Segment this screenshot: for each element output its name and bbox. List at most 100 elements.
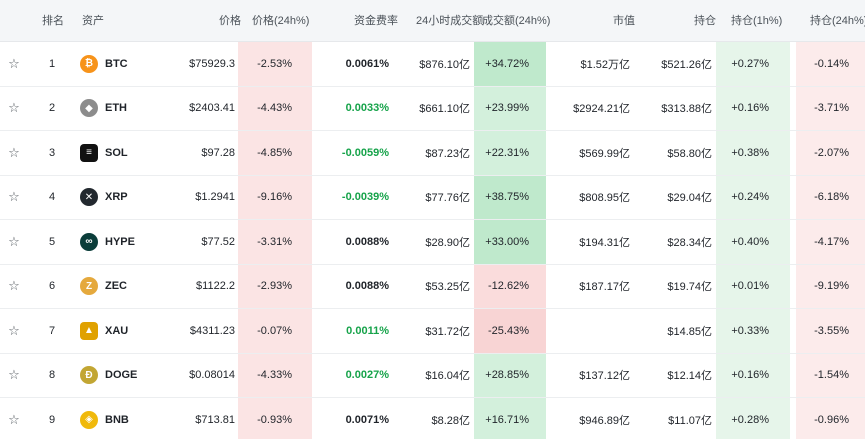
doge-logo-icon: Ð — [80, 366, 98, 385]
header-volume[interactable]: 24小时成交额 — [416, 15, 484, 27]
table-row[interactable]: ☆ 1 ₿ BTC $75929.3 -2.53% 0.0061% $876.10亿 +34.7… — [0, 42, 865, 87]
oi-24h-value: -3.71% — [814, 102, 849, 115]
coin-info[interactable]: ◆ ETH — [80, 99, 127, 118]
asset-cell[interactable]: ◈ BNB — [80, 398, 190, 439]
asset-cell[interactable]: ◆ ETH — [80, 87, 190, 131]
header-market-cap[interactable]: 市值 — [613, 15, 635, 27]
header-funding-rate[interactable]: 资金费率 — [354, 15, 398, 27]
funding-rate-cell: 0.0088% — [312, 220, 392, 264]
price-cell: $0.08014 — [160, 354, 238, 398]
header-oi-1h[interactable]: 持仓(1h%) — [731, 15, 783, 27]
coin-info[interactable]: ∞ HYPE — [80, 232, 135, 251]
coin-info[interactable]: ▲ XAU — [80, 321, 129, 340]
favorite-cell[interactable]: ☆ — [0, 354, 28, 398]
asset-cell[interactable]: ∞ HYPE — [80, 220, 190, 264]
favorite-cell[interactable]: ☆ — [0, 176, 28, 220]
price-value: $2403.41 — [189, 102, 235, 115]
open-interest-cell: $11.07亿 — [632, 398, 714, 439]
funding-rate-value: 0.0071% — [345, 413, 389, 426]
asset-cell[interactable]: Ð DOGE — [80, 354, 190, 398]
volume-change-cell: +33.00% — [474, 220, 546, 264]
price-cell: $4311.23 — [160, 309, 238, 353]
price-change-cell: -2.93% — [238, 264, 312, 308]
price-cell: $75929.3 — [160, 42, 238, 86]
asset-cell[interactable]: Z ZEC — [80, 265, 190, 309]
rank-value: 9 — [48, 413, 56, 426]
favorite-cell[interactable]: ☆ — [0, 42, 28, 86]
coin-info[interactable]: Ð DOGE — [80, 366, 137, 385]
header-asset[interactable]: 资产 — [82, 15, 104, 27]
favorite-cell[interactable]: ☆ — [0, 87, 28, 131]
open-interest-cell: $58.80亿 — [632, 131, 714, 175]
table-row[interactable]: ☆ 7 ▲ XAU $4311.23 -0.07% 0.0011% $31.72亿 -25.43… — [0, 309, 865, 354]
star-icon[interactable]: ☆ — [8, 367, 20, 383]
oi-1h-cell: +0.33% — [716, 309, 790, 353]
star-icon[interactable]: ☆ — [8, 322, 20, 338]
header-rank[interactable]: 排名 — [42, 15, 64, 27]
volume-change-value: +34.72% — [485, 57, 529, 70]
market-cap-value: $569.99亿 — [579, 147, 630, 160]
coin-info[interactable]: ≡ SOL — [80, 143, 128, 162]
volume-cell: $77.76亿 — [392, 176, 472, 220]
star-icon[interactable]: ☆ — [8, 189, 20, 205]
asset-cell[interactable]: ₿ BTC — [80, 42, 190, 86]
star-icon[interactable]: ☆ — [8, 144, 20, 160]
coin-info[interactable]: ✕ XRP — [80, 188, 128, 207]
table-row[interactable]: ☆ 2 ◆ ETH $2403.41 -4.43% 0.0033% $661.10亿 +23.9… — [0, 86, 865, 131]
open-interest-value: $28.34亿 — [667, 236, 712, 249]
volume-value: $87.23亿 — [425, 147, 470, 160]
table-row[interactable]: ☆ 3 ≡ SOL $97.28 -4.85% -0.0059% $87.23亿 +22.31%… — [0, 131, 865, 176]
funding-rate-value: 0.0061% — [345, 57, 389, 70]
price-change-cell: -4.43% — [238, 86, 312, 130]
funding-rate-cell: 0.0061% — [312, 42, 392, 86]
asset-cell[interactable]: ▲ XAU — [80, 309, 190, 353]
price-value: $0.08014 — [189, 369, 235, 382]
coin-info[interactable]: ₿ BTC — [80, 54, 128, 73]
star-icon[interactable]: ☆ — [8, 233, 20, 249]
open-interest-value: $29.04亿 — [667, 192, 712, 205]
asset-cell[interactable]: ≡ SOL — [80, 131, 190, 175]
asset-cell[interactable]: ✕ XRP — [80, 176, 190, 220]
price-change-value: -0.07% — [257, 324, 292, 337]
funding-rate-value: -0.0039% — [341, 191, 389, 204]
volume-cell: $87.23亿 — [392, 131, 472, 175]
coin-info[interactable]: Z ZEC — [80, 277, 127, 296]
price-change-value: -4.33% — [257, 369, 292, 382]
header-oi-24h[interactable]: 持仓(24h%) — [810, 15, 865, 27]
favorite-cell[interactable]: ☆ — [0, 398, 28, 439]
header-open-interest[interactable]: 持仓 — [694, 15, 716, 27]
oi-24h-value: -2.07% — [814, 146, 849, 159]
coin-symbol: XAU — [105, 324, 129, 337]
open-interest-cell: $19.74亿 — [632, 265, 714, 309]
star-icon[interactable]: ☆ — [8, 55, 20, 71]
header-price-change[interactable]: 价格(24h%) — [252, 15, 310, 27]
table-row[interactable]: ☆ 6 Z ZEC $1122.2 -2.93% 0.0088% $53.25亿 -12.62%… — [0, 264, 865, 309]
volume-cell: $16.04亿 — [392, 354, 472, 398]
volume-cell: $876.10亿 — [392, 42, 472, 86]
favorite-cell[interactable]: ☆ — [0, 220, 28, 264]
table-row[interactable]: ☆ 9 ◈ BNB $713.81 -0.93% 0.0071% $8.28亿 +16.71% $… — [0, 398, 865, 439]
volume-value: $661.10亿 — [419, 103, 470, 116]
market-cap-value: $137.12亿 — [579, 370, 630, 383]
price-change-value: -9.16% — [257, 191, 292, 204]
table-row[interactable]: ☆ 5 ∞ HYPE $77.52 -3.31% 0.0088% $28.90亿 +33.00%… — [0, 220, 865, 265]
funding-rate-value: 0.0027% — [345, 369, 389, 382]
xau-logo-icon: ▲ — [80, 321, 98, 340]
price-value: $75929.3 — [189, 57, 235, 70]
favorite-cell[interactable]: ☆ — [0, 131, 28, 175]
favorite-cell[interactable]: ☆ — [0, 265, 28, 309]
rank-cell: 3 — [40, 131, 64, 175]
star-icon[interactable]: ☆ — [8, 411, 20, 427]
coin-info[interactable]: ◈ BNB — [80, 410, 129, 429]
volume-change-value: +22.31% — [485, 146, 529, 159]
header-price[interactable]: 价格 — [219, 15, 241, 27]
volume-change-cell: +22.31% — [474, 131, 546, 175]
star-icon[interactable]: ☆ — [8, 100, 20, 116]
market-cap-cell: $2924.21亿 — [548, 87, 630, 131]
table-row[interactable]: ☆ 8 Ð DOGE $0.08014 -4.33% 0.0027% $16.04亿 +28.8… — [0, 353, 865, 398]
table-row[interactable]: ☆ 4 ✕ XRP $1.2941 -9.16% -0.0039% $77.76亿 +38.75… — [0, 175, 865, 220]
header-volume-change[interactable]: 成交额(24h%) — [482, 15, 551, 27]
favorite-cell[interactable]: ☆ — [0, 309, 28, 353]
volume-value: $31.72亿 — [425, 325, 470, 338]
star-icon[interactable]: ☆ — [8, 278, 20, 294]
